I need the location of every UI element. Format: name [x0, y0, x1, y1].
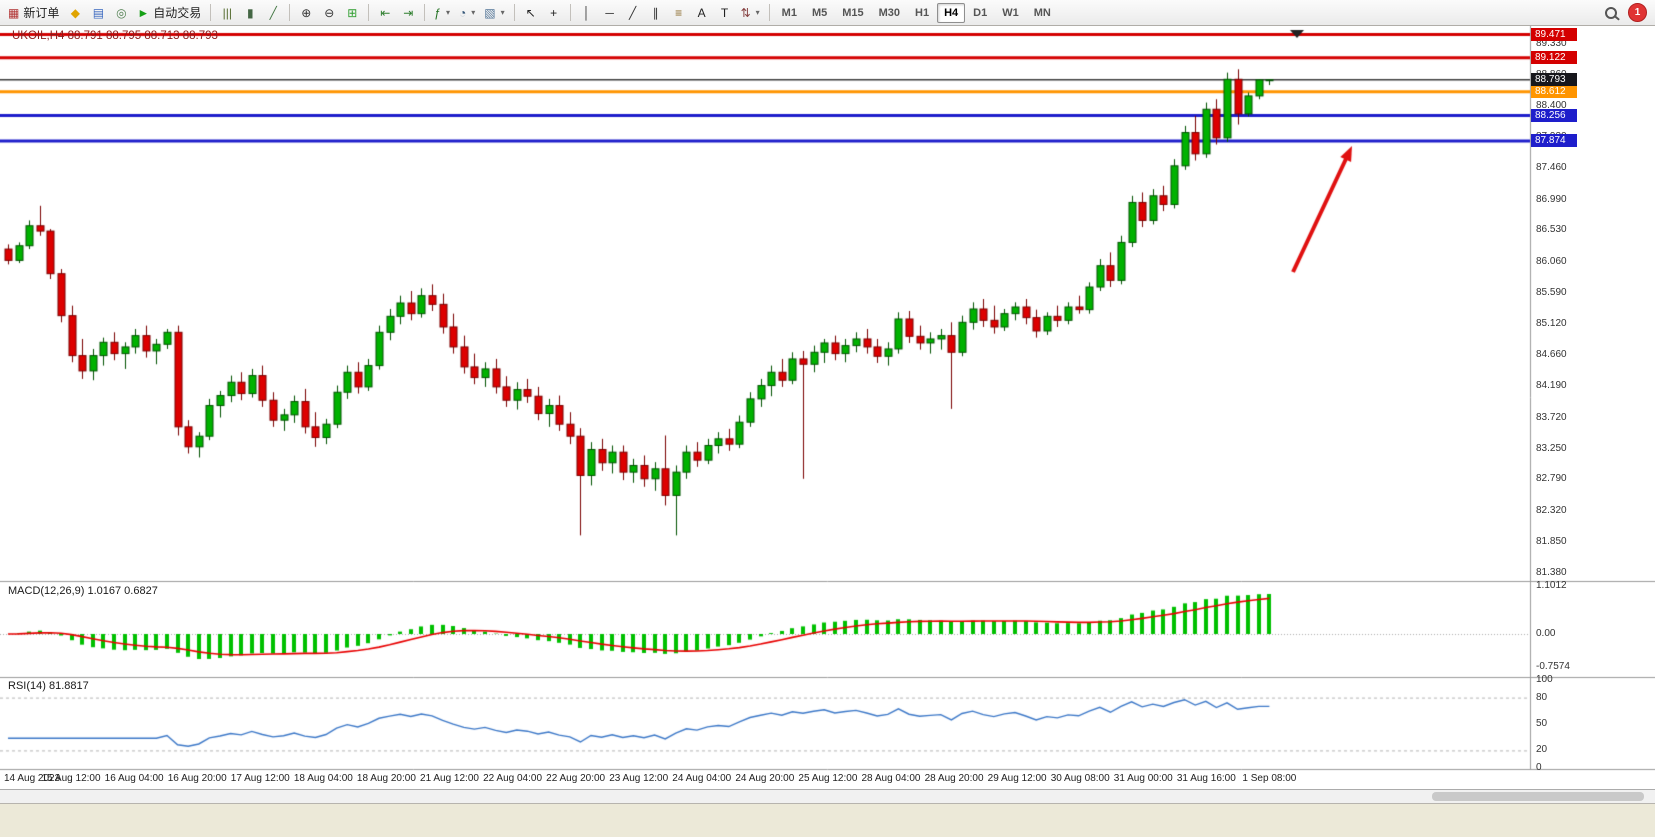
fibonacci-icon: ≡ — [675, 5, 683, 20]
crosshair-icon: + — [550, 5, 558, 20]
trendline-button[interactable]: ╱ — [622, 2, 644, 24]
tile-windows-icon: ⊞ — [347, 5, 358, 20]
equidistant-channel-button[interactable]: ∥ — [645, 2, 667, 24]
equidistant-channel-icon: ∥ — [652, 5, 659, 20]
templates-button[interactable]: ▧ ▾ — [480, 2, 508, 24]
line-chart-icon: ╱ — [269, 5, 277, 20]
market-watch-button[interactable]: ▤ — [87, 2, 109, 24]
zoom-out-icon: ⊖ — [324, 5, 335, 20]
chart-window: UKOIL,H4 88.791 88.795 88.713 88.793 MAC… — [0, 26, 1655, 837]
line-chart-button[interactable]: ╱ — [262, 2, 284, 24]
toolbar-separator — [768, 4, 770, 21]
new-order-icon: ▦ — [8, 5, 20, 20]
search-button[interactable] — [1600, 2, 1622, 24]
scrollbar-thumb[interactable] — [1432, 792, 1644, 801]
cursor-button[interactable]: ↖ — [520, 2, 542, 24]
timeframe-m1-button[interactable]: M1 — [775, 3, 804, 23]
toolbar-right: 1 — [1600, 2, 1651, 24]
market-watch-icon: ▤ — [92, 5, 105, 20]
arrows-icon: ⇅ — [740, 5, 751, 20]
tile-windows-button[interactable]: ⊞ — [341, 2, 363, 24]
toolbar-separator — [210, 4, 212, 21]
chevron-down-icon: ▾ — [471, 8, 476, 17]
timeframe-w1-button[interactable]: W1 — [995, 3, 1026, 23]
notification-badge[interactable]: 1 — [1628, 3, 1647, 22]
data-window-button[interactable]: ◎ — [110, 2, 132, 24]
timeframe-d1-button[interactable]: D1 — [966, 3, 994, 23]
horizontal-line-button[interactable]: ─ — [599, 2, 621, 24]
timeframe-h4-button[interactable]: H4 — [937, 2, 966, 23]
new-order-label: 新订单 — [23, 6, 60, 20]
text-label-icon: T — [720, 5, 729, 20]
horizontal-line-icon: ─ — [605, 5, 614, 20]
chevron-down-icon: ▾ — [755, 8, 760, 17]
toolbar-separator — [424, 4, 426, 21]
horizontal-scrollbar[interactable] — [0, 789, 1655, 803]
charts-icon-button[interactable]: ◆ — [64, 2, 86, 24]
text-icon: A — [697, 5, 706, 20]
text-button[interactable]: A — [691, 2, 713, 24]
timeframe-h1-button[interactable]: H1 — [908, 3, 936, 23]
chevron-down-icon: ▾ — [445, 8, 450, 17]
data-window-icon: ◎ — [116, 5, 127, 20]
auto-scroll-button[interactable]: ⇤ — [374, 2, 396, 24]
candles-chart-button[interactable]: ▮ — [239, 2, 261, 24]
search-icon — [1605, 6, 1617, 19]
bars-chart-button[interactable]: ||| — [216, 2, 238, 24]
bars-chart-icon: ||| — [222, 5, 232, 20]
toolbar: ▦ 新订单 ◆ ▤ ◎ ► 自动交易 ||| ▮ ╱ ⊕ ⊖ ⊞ ⇤ ⇥ ƒ ▾ ◔ ▾ ▧ ▾ ↖ + │ ─ ╱ ∥ ≡ A T ⇅ ▾ M… — [0, 0, 1655, 26]
vertical-line-icon: │ — [582, 5, 591, 20]
price-chart-canvas[interactable] — [0, 26, 1655, 836]
vertical-line-button[interactable]: │ — [576, 2, 598, 24]
candles-chart-icon: ▮ — [246, 5, 254, 20]
zoom-in-button[interactable]: ⊕ — [295, 2, 317, 24]
chart-shift-button[interactable]: ⇥ — [397, 2, 419, 24]
auto-trading-label: 自动交易 — [153, 6, 202, 20]
indicators-button[interactable]: ƒ ▾ — [430, 2, 454, 24]
status-bar — [0, 803, 1655, 837]
timeframe-m30-button[interactable]: M30 — [872, 3, 907, 23]
auto-trading-icon: ► — [137, 5, 150, 20]
chevron-down-icon: ▾ — [500, 8, 505, 17]
new-order-button[interactable]: ▦ 新订单 — [4, 2, 63, 24]
auto-scroll-icon: ⇤ — [380, 5, 391, 20]
timeframe-m5-button[interactable]: M5 — [805, 3, 834, 23]
timeframe-mn-button[interactable]: MN — [1027, 3, 1058, 23]
zoom-in-icon: ⊕ — [301, 5, 312, 20]
toolbar-separator — [569, 4, 571, 21]
templates-icon: ▧ — [484, 5, 496, 20]
zoom-out-button[interactable]: ⊖ — [318, 2, 340, 24]
toolbar-separator — [289, 4, 291, 21]
timeframe-m15-button[interactable]: M15 — [835, 3, 870, 23]
text-label-button[interactable]: T — [714, 2, 736, 24]
periods-icon: ◔ — [458, 5, 467, 20]
toolbar-separator — [368, 4, 370, 21]
crosshair-button[interactable]: + — [543, 2, 565, 24]
toolbar-separator — [513, 4, 515, 21]
arrows-button[interactable]: ⇅ ▾ — [737, 2, 764, 24]
chart-shift-icon: ⇥ — [403, 5, 414, 20]
toolbar-buttons: ▦ 新订单 ◆ ▤ ◎ ► 自动交易 ||| ▮ ╱ ⊕ ⊖ ⊞ ⇤ ⇥ ƒ ▾ ◔ ▾ ▧ ▾ ↖ + │ ─ ╱ ∥ ≡ A T ⇅ ▾ M… — [4, 2, 1600, 24]
charts-icon-icon: ◆ — [70, 5, 80, 20]
periods-button[interactable]: ◔ ▾ — [455, 2, 479, 24]
fibonacci-button[interactable]: ≡ — [668, 2, 690, 24]
auto-trading-button[interactable]: ► 自动交易 — [133, 2, 205, 24]
indicators-icon: ƒ — [434, 5, 441, 20]
cursor-icon: ↖ — [525, 5, 536, 20]
trendline-icon: ╱ — [628, 5, 637, 20]
